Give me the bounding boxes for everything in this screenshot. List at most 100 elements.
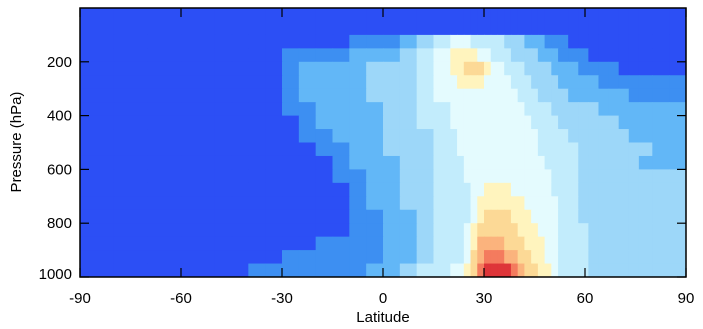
y-tick-label: 200 [47, 54, 72, 71]
heatmap-cell [484, 155, 492, 170]
heatmap-cell [463, 75, 472, 90]
heatmap-cell [450, 182, 458, 197]
heatmap-cell [366, 209, 384, 224]
heatmap-cell [457, 115, 465, 130]
heatmap-cell [248, 263, 266, 277]
heatmap-cell [669, 209, 686, 224]
heatmap-cell [638, 236, 653, 251]
heatmap-cell [504, 155, 512, 170]
heatmap-cell [558, 155, 569, 170]
heatmap-cell [537, 8, 546, 36]
heatmap-cell [544, 102, 552, 117]
heatmap-cell [628, 223, 640, 238]
heatmap-cell [510, 115, 519, 130]
heatmap-cell [463, 34, 472, 49]
heatmap-cell [366, 182, 384, 197]
heatmap-cell [578, 196, 589, 211]
heatmap-cell [628, 129, 640, 144]
heatmap-cell [147, 75, 182, 90]
heatmap-cell [265, 88, 283, 103]
heatmap-cell [416, 48, 435, 63]
heatmap-cell [497, 263, 505, 277]
heatmap-cell [618, 155, 630, 170]
heatmap-cell [298, 196, 317, 211]
heatmap-cell [332, 75, 350, 90]
heatmap-cell [315, 61, 334, 76]
heatmap-cell [315, 169, 334, 184]
heatmap-cell [298, 250, 317, 265]
heatmap-cell [598, 236, 610, 251]
heatmap-cell [399, 182, 418, 197]
heatmap-cell [433, 196, 451, 211]
heatmap-cells [80, 8, 686, 277]
heatmap-cell [598, 169, 610, 184]
heatmap-cell [265, 155, 283, 170]
heatmap-cell [231, 169, 249, 184]
heatmap-cell [608, 263, 620, 277]
heatmap-cell [231, 155, 249, 170]
heatmap-cell [315, 209, 334, 224]
heatmap-cell [504, 182, 512, 197]
heatmap-cell [537, 236, 546, 251]
heatmap-cell [551, 223, 559, 238]
heatmap-cell [265, 8, 283, 36]
heatmap-cell [510, 75, 519, 90]
heatmap-cell [457, 48, 465, 63]
heatmap-cell [578, 223, 589, 238]
heatmap-cell [399, 236, 418, 251]
heatmap-cell [477, 115, 485, 130]
heatmap-cell [510, 142, 519, 157]
heatmap-cell [558, 182, 569, 197]
heatmap-cell [433, 34, 451, 49]
heatmap-cell [517, 8, 525, 36]
heatmap-cell [457, 8, 465, 36]
heatmap-cell [510, 182, 519, 197]
heatmap-cell [537, 129, 546, 144]
heatmap-cell [588, 34, 600, 49]
heatmap-cell [490, 155, 499, 170]
heatmap-cell [457, 196, 465, 211]
heatmap-cell [544, 88, 552, 103]
heatmap-cell [608, 61, 620, 76]
heatmap-cell [181, 182, 216, 197]
heatmap-cell [517, 182, 525, 197]
heatmap-cell [147, 115, 182, 130]
heatmap-cell [349, 8, 367, 36]
heatmap-cell [568, 88, 579, 103]
heatmap-cell [282, 75, 300, 90]
x-axis-title: Latitude [356, 309, 409, 326]
heatmap-cell [470, 129, 478, 144]
heatmap-cell [450, 48, 458, 63]
heatmap-cell [366, 142, 384, 157]
heatmap-cell [265, 129, 283, 144]
heatmap-cell [214, 8, 233, 36]
heatmap-cell [265, 263, 283, 277]
heatmap-cell [450, 169, 458, 184]
heatmap-cell [332, 88, 350, 103]
heatmap-cell [497, 8, 505, 36]
heatmap-cell [524, 250, 532, 265]
heatmap-cell [416, 129, 435, 144]
heatmap-cell [147, 236, 182, 251]
heatmap-cell [298, 142, 317, 157]
heatmap-cell [147, 155, 182, 170]
heatmap-cell [282, 196, 300, 211]
heatmap-cell [349, 48, 367, 63]
heatmap-cell [484, 34, 492, 49]
heatmap-cell [652, 88, 670, 103]
heatmap-cell [531, 236, 539, 251]
heatmap-cell [638, 129, 653, 144]
heatmap-cell [349, 182, 367, 197]
heatmap-cell [231, 8, 249, 36]
heatmap-cell [113, 155, 148, 170]
heatmap-cell [214, 250, 233, 265]
heatmap-cell [608, 169, 620, 184]
heatmap-cell [558, 142, 569, 157]
heatmap-cell [181, 209, 216, 224]
heatmap-cell [282, 223, 300, 238]
heatmap-cell [457, 142, 465, 157]
heatmap-cell [457, 34, 465, 49]
heatmap-cell [80, 34, 115, 49]
heatmap-cell [531, 61, 539, 76]
heatmap-cell [181, 129, 216, 144]
